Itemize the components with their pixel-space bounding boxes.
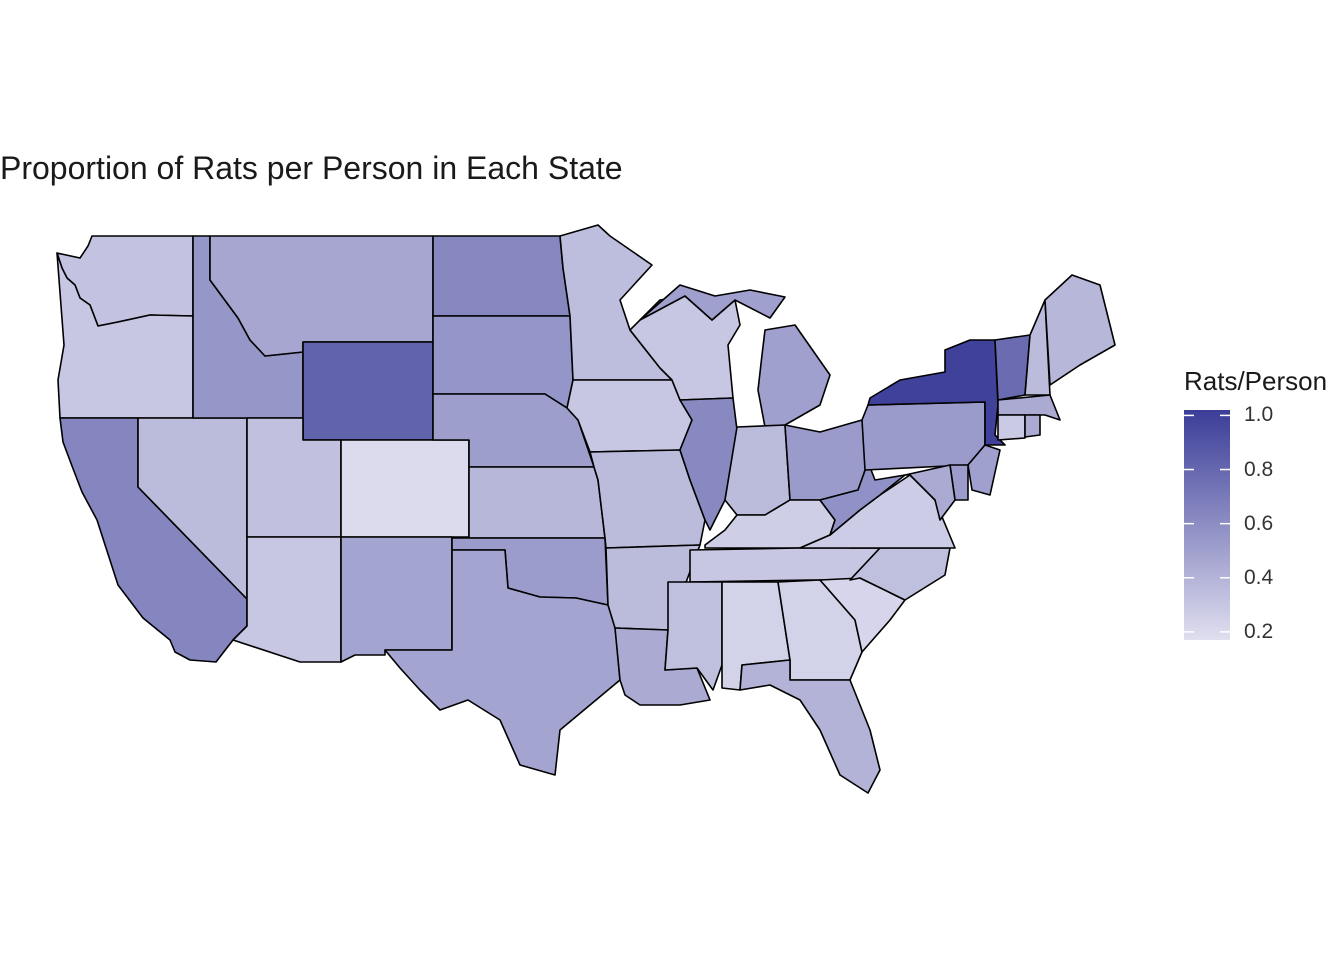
legend-tick-label: 0.8 bbox=[1244, 457, 1274, 481]
state-illinois bbox=[679, 397, 738, 531]
state-florida bbox=[739, 659, 881, 794]
state-north-dakota bbox=[432, 235, 571, 317]
state-arizona bbox=[232, 536, 342, 663]
state-pennsylvania bbox=[861, 401, 986, 471]
state-tennessee bbox=[689, 547, 881, 583]
legend-title: Rats/Person bbox=[1184, 366, 1328, 396]
state-massachusetts bbox=[997, 394, 1061, 421]
state-maryland bbox=[904, 464, 956, 521]
state-colorado bbox=[340, 439, 470, 538]
state-indiana bbox=[724, 424, 791, 516]
legend-tick-label: 0.6 bbox=[1244, 511, 1274, 535]
legend-tick-label: 0.2 bbox=[1244, 619, 1274, 643]
legend-tick-label: 0.4 bbox=[1244, 565, 1274, 589]
state-kansas bbox=[468, 466, 606, 539]
state-iowa bbox=[566, 379, 693, 453]
state-north-carolina bbox=[849, 547, 951, 601]
legend-gradient bbox=[1184, 410, 1230, 640]
legend-tick-label: 1.0 bbox=[1244, 403, 1274, 427]
state-connecticut bbox=[997, 414, 1026, 441]
color-legend: Rats/Person 1.0 0.8 0.6 0.4 0.2 bbox=[1184, 366, 1344, 656]
legend-colorbar bbox=[1184, 410, 1230, 640]
state-west-virginia bbox=[819, 461, 906, 536]
state-new-mexico bbox=[340, 536, 453, 663]
state-wyoming bbox=[302, 341, 434, 441]
state-ohio bbox=[784, 419, 869, 501]
state-oregon bbox=[56, 252, 194, 419]
state-rhode-island bbox=[1024, 414, 1041, 438]
state-maine bbox=[1044, 274, 1116, 386]
chart-title: Proportion of Rats per Person in Each St… bbox=[0, 150, 623, 186]
state-new-jersey bbox=[967, 444, 1001, 496]
state-texas bbox=[384, 549, 621, 776]
